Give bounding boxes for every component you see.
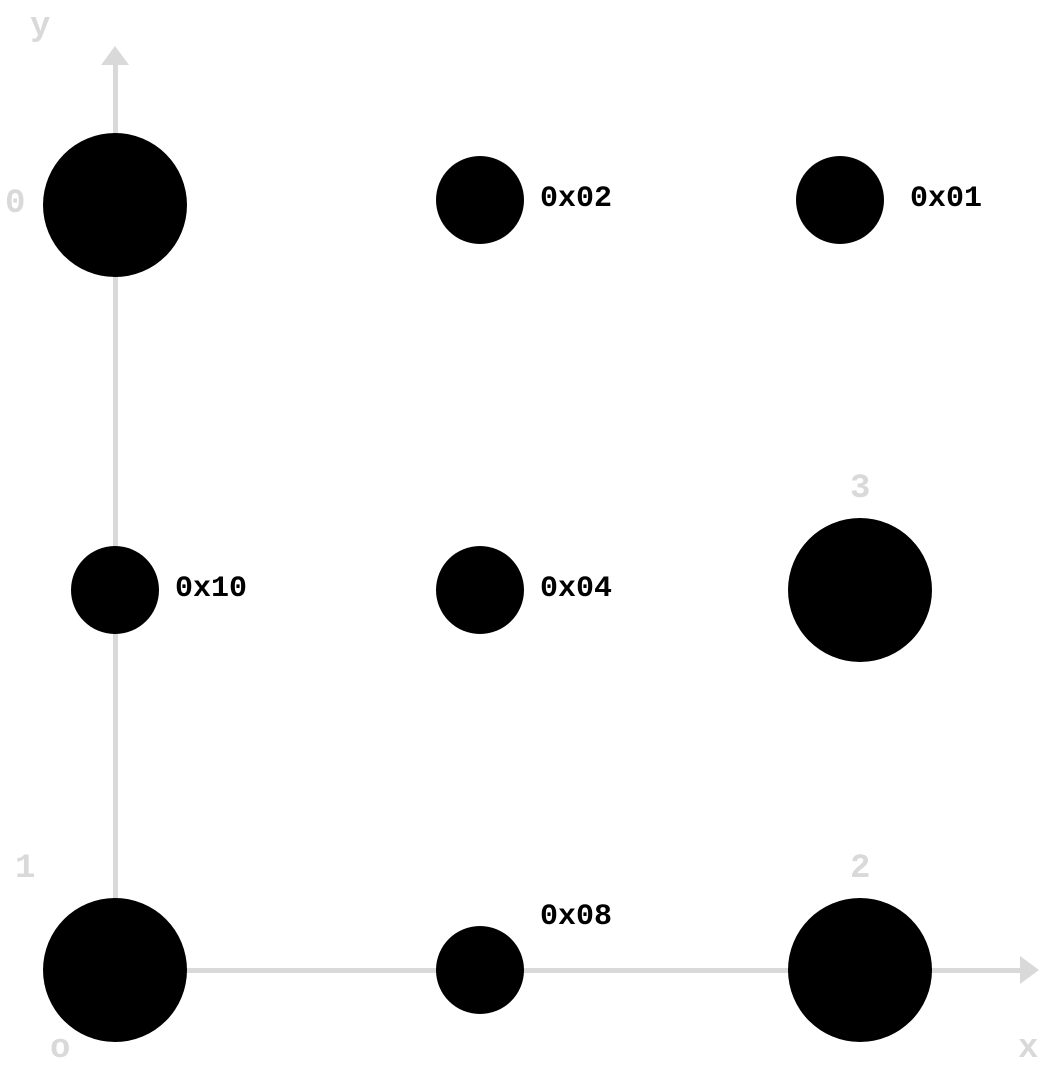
node-3 — [788, 518, 932, 662]
node-0x10 — [71, 546, 159, 634]
node-2 — [788, 898, 932, 1042]
node-0-label: 0 — [5, 185, 25, 223]
node-1-label: 1 — [15, 850, 35, 888]
x-axis-label: x — [1018, 1030, 1038, 1068]
node-0x04-label: 0x04 — [540, 572, 612, 606]
diagram-stage: y x o 0 0x02 0x01 0x10 0x04 3 1 0x08 2 — [0, 0, 1054, 1080]
origin-label: o — [50, 1030, 70, 1068]
y-axis-label: y — [30, 8, 50, 46]
node-0x10-label: 0x10 — [175, 572, 247, 606]
node-0x01 — [796, 156, 884, 244]
node-2-label: 2 — [850, 850, 870, 888]
node-0x08 — [436, 926, 524, 1014]
node-0 — [43, 133, 187, 277]
x-axis-arrow-icon — [1020, 956, 1039, 984]
node-0x08-label: 0x08 — [540, 900, 612, 934]
node-0x04 — [436, 546, 524, 634]
node-3-label: 3 — [850, 470, 870, 508]
node-0x02 — [436, 156, 524, 244]
node-0x01-label: 0x01 — [910, 182, 982, 216]
node-0x02-label: 0x02 — [540, 182, 612, 216]
node-1 — [43, 898, 187, 1042]
y-axis-arrow-icon — [101, 46, 129, 65]
